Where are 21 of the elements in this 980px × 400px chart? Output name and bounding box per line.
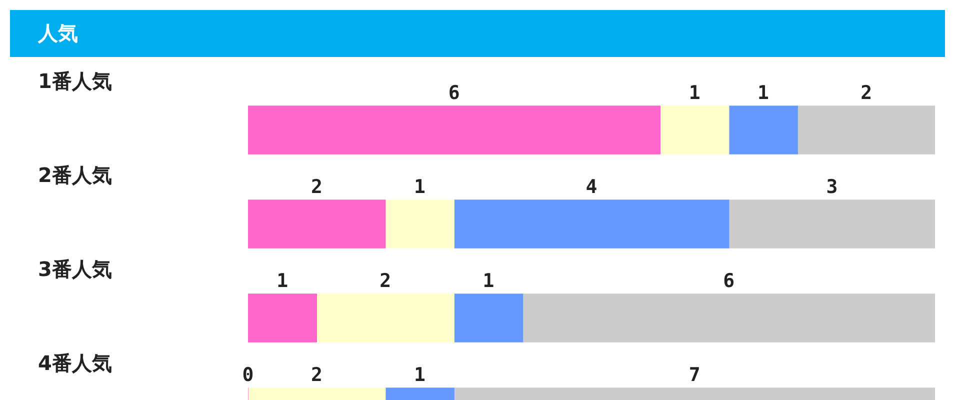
y-tick-label: 1番人気 [38, 69, 112, 94]
data-label: 0 [242, 364, 254, 386]
data-label: 2 [310, 176, 322, 198]
data-label: 4 [586, 176, 598, 198]
data-label: 2 [310, 364, 322, 386]
data-label: 6 [723, 270, 735, 292]
data-label: 1 [276, 270, 288, 292]
data-label: 1 [688, 82, 700, 104]
data-label: 1 [414, 176, 426, 198]
data-label: 6 [448, 82, 460, 104]
data-label: 1 [482, 270, 494, 292]
y-tick-label: 4番人気 [38, 351, 112, 376]
data-label: 7 [688, 364, 700, 386]
data-label: 1 [414, 364, 426, 386]
title-banner: 人気 [10, 10, 945, 57]
data-label: 2 [860, 82, 872, 104]
data-label: 3 [826, 176, 838, 198]
data-label: 2 [380, 270, 392, 292]
y-tick-label: 2番人気 [38, 163, 112, 188]
y-tick-label: 3番人気 [38, 257, 112, 282]
data-label: 1 [758, 82, 769, 104]
